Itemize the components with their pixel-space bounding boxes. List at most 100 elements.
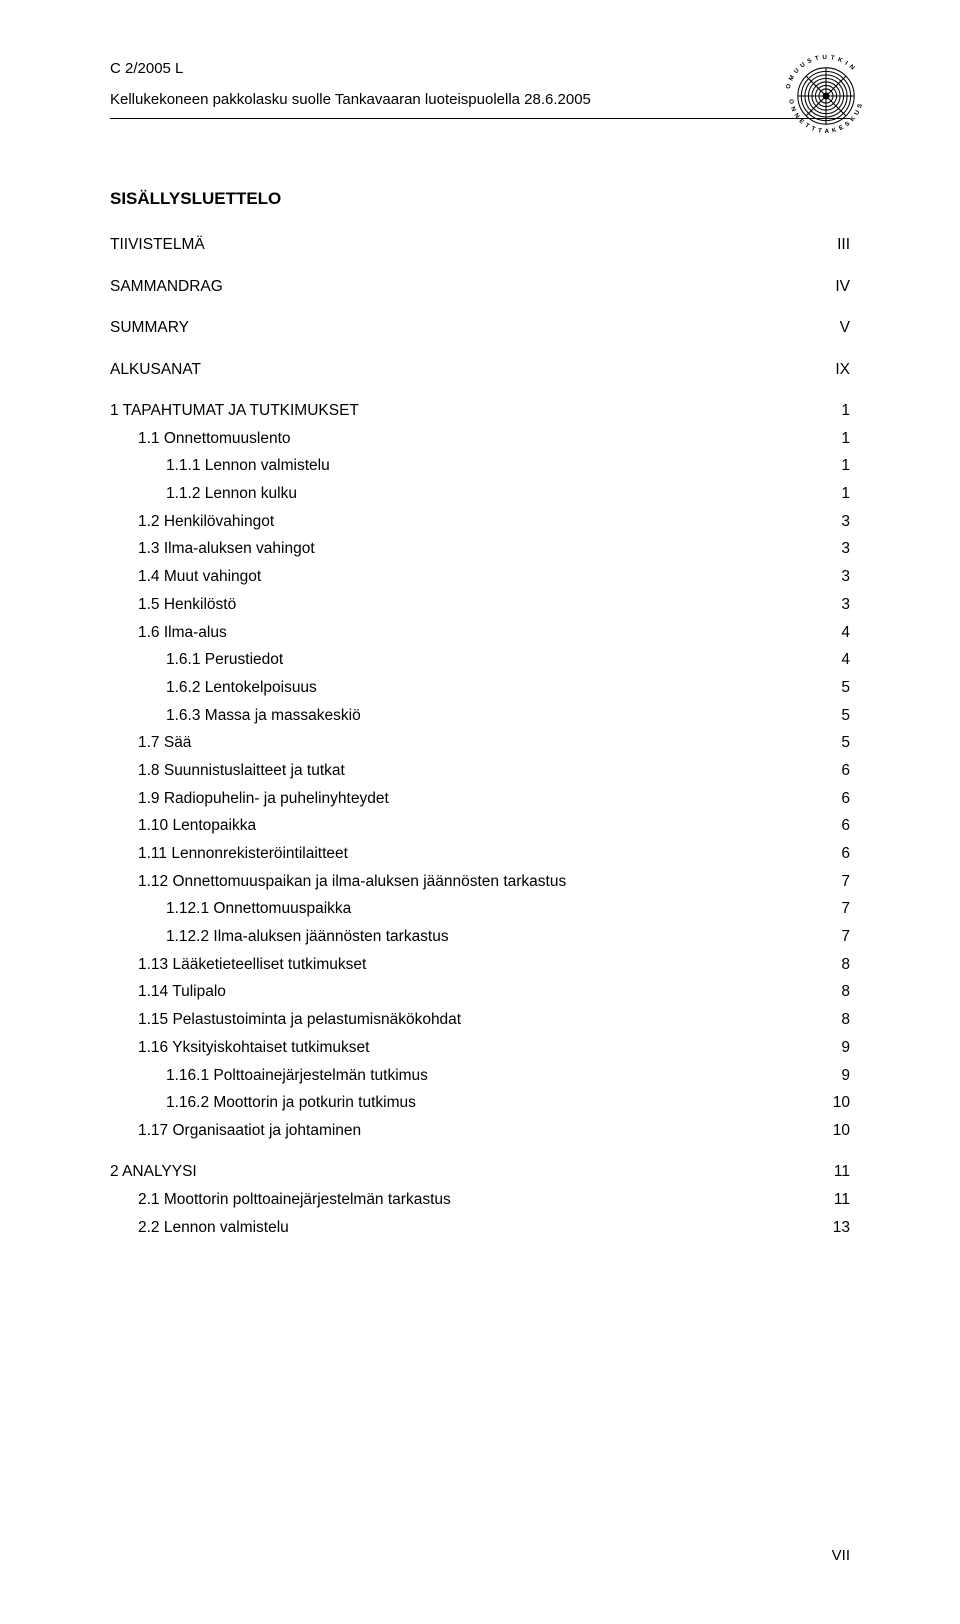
toc-entry[interactable]: 1.11 Lennonrekisteröintilaitteet 6 bbox=[110, 846, 850, 862]
toc-entry-label: SAMMANDRAG bbox=[110, 279, 223, 295]
toc-entry-label: 1.5 Henkilöstö bbox=[138, 597, 236, 613]
toc-heading: SISÄLLYSLUETTELO bbox=[110, 189, 850, 209]
toc-entry-label: 1.4 Muut vahingot bbox=[138, 569, 261, 585]
toc-entry-page: 1 bbox=[841, 458, 850, 474]
toc-entry-page: IX bbox=[835, 362, 850, 378]
toc-entry-page: 3 bbox=[841, 569, 850, 585]
toc-entry[interactable]: 1.17 Organisaatiot ja johtaminen 10 bbox=[110, 1123, 850, 1139]
toc-entry[interactable]: 1.6.1 Perustiedot 4 bbox=[110, 652, 850, 668]
toc-entry[interactable]: 1.4 Muut vahingot 3 bbox=[110, 569, 850, 585]
toc-entry[interactable]: 1.16.2 Moottorin ja potkurin tutkimus 10 bbox=[110, 1095, 850, 1111]
toc-entry-label: 1.6 Ilma-alus bbox=[138, 625, 227, 641]
toc-entry-label: 1.6.1 Perustiedot bbox=[166, 652, 283, 668]
toc-entry[interactable]: 1.9 Radiopuhelin- ja puhelinyhteydet 6 bbox=[110, 791, 850, 807]
toc-entry-label: 1.14 Tulipalo bbox=[138, 984, 226, 1000]
toc-entry-page: 1 bbox=[841, 486, 850, 502]
toc-entry-page: 6 bbox=[841, 763, 850, 779]
toc-entry-label: 2.1 Moottorin polttoainejärjestelmän tar… bbox=[138, 1192, 451, 1208]
toc-entry[interactable]: 1.1.2 Lennon kulku 1 bbox=[110, 486, 850, 502]
toc-entry[interactable]: 1.15 Pelastustoiminta ja pelastumisnäkök… bbox=[110, 1012, 850, 1028]
toc-entry-page: 1 bbox=[841, 403, 850, 419]
toc-entry-label: 1.6.2 Lentokelpoisuus bbox=[166, 680, 317, 696]
toc-entry-page: 7 bbox=[841, 901, 850, 917]
toc-entry-page: 8 bbox=[841, 957, 850, 973]
toc-entry[interactable]: 1.6 Ilma-alus 4 bbox=[110, 625, 850, 641]
toc-entry-label: 1.10 Lentopaikka bbox=[138, 818, 256, 834]
toc-entry-page: 10 bbox=[833, 1095, 850, 1111]
toc-entry[interactable]: 1.8 Suunnistuslaitteet ja tutkat 6 bbox=[110, 763, 850, 779]
toc-entry-page: 3 bbox=[841, 514, 850, 530]
toc-entry-label: 1.12 Onnettomuuspaikan ja ilma-aluksen j… bbox=[138, 874, 566, 890]
document-title: Kellukekoneen pakkolasku suolle Tankavaa… bbox=[110, 91, 850, 108]
toc-entry-page: 5 bbox=[841, 735, 850, 751]
toc-entry-label: ALKUSANAT bbox=[110, 362, 201, 378]
toc-entry[interactable]: 2.1 Moottorin polttoainejärjestelmän tar… bbox=[110, 1192, 850, 1208]
toc-entry-label: TIIVISTELMÄ bbox=[110, 237, 205, 253]
toc-entry-label: 1.11 Lennonrekisteröintilaitteet bbox=[138, 846, 348, 862]
toc-entry-label: SUMMARY bbox=[110, 320, 189, 336]
toc-entry-label: 1.1.1 Lennon valmistelu bbox=[166, 458, 330, 474]
toc-entry-label: 2.2 Lennon valmistelu bbox=[138, 1220, 289, 1236]
toc-entry[interactable]: 1.6.3 Massa ja massakeskiö 5 bbox=[110, 708, 850, 724]
toc-entry-page: 5 bbox=[841, 680, 850, 696]
toc-entry[interactable]: 1.12.2 Ilma-aluksen jäännösten tarkastus… bbox=[110, 929, 850, 945]
header-rule bbox=[110, 118, 850, 119]
toc-entry-page: 11 bbox=[834, 1192, 850, 1208]
toc-entry-label: 1.2 Henkilövahingot bbox=[138, 514, 274, 530]
toc-entry[interactable]: 1.3 Ilma-aluksen vahingot 3 bbox=[110, 541, 850, 557]
toc-entry-page: 3 bbox=[841, 541, 850, 557]
toc-entry-label: 1.7 Sää bbox=[138, 735, 191, 751]
toc-entry[interactable]: 1.12 Onnettomuuspaikan ja ilma-aluksen j… bbox=[110, 874, 850, 890]
toc-entry-label: 1.3 Ilma-aluksen vahingot bbox=[138, 541, 315, 557]
toc-entry-label: 1.12.1 Onnettomuuspaikka bbox=[166, 901, 351, 917]
table-of-contents: TIIVISTELMÄ III SAMMANDRAG IV SUMMARY V ALK… bbox=[110, 237, 850, 1235]
toc-entry[interactable]: 1.1.1 Lennon valmistelu 1 bbox=[110, 458, 850, 474]
toc-entry-page: 4 bbox=[841, 625, 850, 641]
toc-entry-label: 1.8 Suunnistuslaitteet ja tutkat bbox=[138, 763, 345, 779]
toc-entry-page: 8 bbox=[841, 984, 850, 1000]
toc-entry-page: 9 bbox=[841, 1040, 850, 1056]
toc-entry-page: 10 bbox=[833, 1123, 850, 1139]
page-number: VII bbox=[832, 1547, 850, 1564]
toc-entry[interactable]: 2 ANALYYSI 11 bbox=[110, 1164, 850, 1180]
toc-entry-page: 7 bbox=[841, 874, 850, 890]
toc-entry-label: 1.15 Pelastustoiminta ja pelastumisnäkök… bbox=[138, 1012, 461, 1028]
toc-entry[interactable]: 1.14 Tulipalo 8 bbox=[110, 984, 850, 1000]
toc-entry-label: 2 ANALYYSI bbox=[110, 1164, 197, 1180]
toc-entry[interactable]: 1.16.1 Polttoainejärjestelmän tutkimus 9 bbox=[110, 1068, 850, 1084]
toc-entry[interactable]: 1.5 Henkilöstö 3 bbox=[110, 597, 850, 613]
toc-entry-label: 1.9 Radiopuhelin- ja puhelinyhteydet bbox=[138, 791, 389, 807]
document-header: C 2/2005 L Kellukekoneen pakkolasku suol… bbox=[110, 60, 850, 108]
toc-entry-label: 1.12.2 Ilma-aluksen jäännösten tarkastus bbox=[166, 929, 449, 945]
toc-entry-page: III bbox=[837, 237, 850, 253]
toc-entry[interactable]: 1.13 Lääketieteelliset tutkimukset 8 bbox=[110, 957, 850, 973]
toc-entry-page: 1 bbox=[841, 431, 850, 447]
toc-entry-page: 7 bbox=[841, 929, 850, 945]
toc-entry-label: 1.1 Onnettomuuslento bbox=[138, 431, 291, 447]
toc-entry[interactable]: 2.2 Lennon valmistelu 13 bbox=[110, 1220, 850, 1236]
toc-entry-label: 1.1.2 Lennon kulku bbox=[166, 486, 297, 502]
toc-entry[interactable]: 1.12.1 Onnettomuuspaikka 7 bbox=[110, 901, 850, 917]
toc-entry-page: 6 bbox=[841, 818, 850, 834]
toc-entry[interactable]: SAMMANDRAG IV bbox=[110, 279, 850, 295]
toc-entry-label: 1 TAPAHTUMAT JA TUTKIMUKSET bbox=[110, 403, 359, 419]
toc-entry[interactable]: 1.16 Yksityiskohtaiset tutkimukset 9 bbox=[110, 1040, 850, 1056]
toc-entry[interactable]: 1.6.2 Lentokelpoisuus 5 bbox=[110, 680, 850, 696]
toc-entry-page: 8 bbox=[841, 1012, 850, 1028]
toc-entry-page: 4 bbox=[841, 652, 850, 668]
toc-entry[interactable]: 1.10 Lentopaikka 6 bbox=[110, 818, 850, 834]
toc-entry-label: 1.17 Organisaatiot ja johtaminen bbox=[138, 1123, 361, 1139]
toc-entry[interactable]: 1.1 Onnettomuuslento 1 bbox=[110, 431, 850, 447]
toc-entry-page: 6 bbox=[841, 791, 850, 807]
toc-entry-page: 3 bbox=[841, 597, 850, 613]
toc-entry-page: 11 bbox=[834, 1164, 850, 1180]
toc-entry[interactable]: TIIVISTELMÄ III bbox=[110, 237, 850, 253]
toc-entry-page: 5 bbox=[841, 708, 850, 724]
toc-entry[interactable]: 1.2 Henkilövahingot 3 bbox=[110, 514, 850, 530]
toc-entry[interactable]: 1 TAPAHTUMAT JA TUTKIMUKSET 1 bbox=[110, 403, 850, 419]
toc-entry[interactable]: ALKUSANAT IX bbox=[110, 362, 850, 378]
toc-entry[interactable]: 1.7 Sää 5 bbox=[110, 735, 850, 751]
toc-entry-label: 1.16.1 Polttoainejärjestelmän tutkimus bbox=[166, 1068, 428, 1084]
toc-entry-label: 1.16 Yksityiskohtaiset tutkimukset bbox=[138, 1040, 369, 1056]
toc-entry[interactable]: SUMMARY V bbox=[110, 320, 850, 336]
